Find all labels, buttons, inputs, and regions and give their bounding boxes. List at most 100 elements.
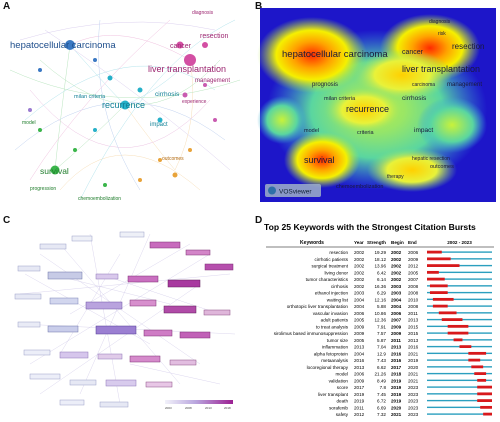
burst-keyword: safety (336, 412, 349, 417)
burst-begin: 2004 (391, 304, 402, 309)
burst-begin: 2009 (391, 331, 402, 336)
burst-strength: 7.45 (377, 392, 386, 397)
density-label-diagnosis: diagnosis (429, 19, 451, 25)
burst-end: 2006 (408, 250, 419, 255)
label-outcomes: outcomes (162, 156, 184, 162)
burst-year: 2019 (354, 399, 365, 404)
burst-keyword: orthotopic liver transplantation (287, 304, 349, 309)
burst-baseline (427, 379, 492, 382)
density-label-risk: risk (438, 31, 446, 37)
density-label-management: management (447, 82, 482, 88)
burst-keyword: sirolimus based immunosuppression (274, 331, 349, 336)
burst-end: 2010 (408, 297, 419, 302)
burst-begin: 2011 (391, 338, 401, 343)
burst-baseline (427, 413, 492, 415)
burst-bar (471, 365, 484, 369)
burst-end: 2008 (408, 291, 419, 296)
density-label-cancer: cancer (402, 49, 424, 56)
panel-d-letter: D (255, 215, 263, 226)
burst-end: 2008 (408, 284, 419, 289)
label-experience: experience (182, 99, 207, 105)
burst-baseline (427, 359, 492, 361)
burst-year: 2009 (354, 324, 365, 329)
burst-year: 2005 (354, 338, 365, 343)
density-label-hcc: hepatocellular carcinoma (282, 49, 388, 60)
label-management: management (195, 78, 230, 84)
burst-begin: 2021 (391, 412, 402, 417)
burst-end: 2021 (408, 378, 419, 383)
label-recurrence: recurrence (102, 100, 145, 110)
burst-bar (447, 324, 469, 328)
burst-begin: 2002 (391, 270, 402, 275)
burst-strength: 7.43 (377, 358, 386, 363)
network-nodes (28, 40, 217, 187)
burst-begin: 2003 (391, 291, 402, 296)
density-map: hepatocellular carcinoma liver transplan… (257, 8, 496, 202)
burst-year: 2009 (354, 378, 365, 383)
burst-bar (453, 338, 463, 342)
burst-strength: 12.16 (375, 297, 387, 302)
burst-begin: 2002 (391, 257, 402, 262)
burst-strength: 12.36 (375, 318, 387, 323)
burst-begin: 2018 (391, 372, 402, 377)
burst-baseline (427, 406, 492, 409)
burst-begin: 2002 (391, 277, 402, 282)
burst-bar (429, 284, 448, 288)
burst-keyword: living donor (325, 270, 349, 275)
panel-d: D (252, 214, 500, 422)
burst-keyword: liver transplant (318, 392, 349, 397)
burst-bar (474, 372, 487, 375)
burst-begin: 2016 (391, 358, 402, 363)
burst-keyword: alpha fetoprotein (314, 351, 349, 356)
burst-baseline (427, 258, 492, 260)
burst-year: 2019 (354, 392, 365, 397)
burst-begin: 2019 (391, 385, 402, 390)
burst-year: 2011 (354, 405, 364, 410)
burst-begin: 2003 (391, 284, 402, 289)
burst-bar (477, 378, 487, 382)
burst-strength: 7.04 (377, 345, 386, 350)
burst-baseline (427, 271, 492, 274)
burst-baseline (427, 305, 492, 307)
burst-bar (429, 291, 448, 294)
burst-bar (459, 345, 472, 348)
burst-strength: 5.88 (377, 304, 386, 309)
burst-bar (468, 358, 481, 362)
burst-begin: 2020 (391, 405, 402, 410)
label-model: model (22, 120, 36, 126)
burst-keyword: locoregional therapy (307, 365, 349, 370)
burst-end: 2023 (408, 392, 419, 397)
burst-strength: 6.62 (377, 365, 386, 370)
burst-strength: 21.26 (375, 372, 387, 377)
network-links (9, 19, 241, 201)
burst-baseline (427, 285, 492, 287)
label-progression: progression (30, 186, 56, 192)
burst-end: 2021 (408, 351, 419, 356)
burst-baseline (427, 298, 492, 301)
burst-keyword: death (337, 399, 349, 404)
burst-bar (432, 304, 448, 308)
burst-end: 2008 (408, 304, 419, 309)
column-header: Keywords (300, 240, 324, 246)
burst-strength: 8.49 (377, 378, 386, 383)
density-label-survival: survival (304, 155, 335, 165)
timeline-tick: 2003 (165, 406, 172, 410)
burst-strength: 6.29 (377, 291, 386, 296)
burst-year: 2002 (354, 270, 365, 275)
label-impact: impact (150, 122, 168, 128)
burst-begin: 2002 (391, 250, 402, 255)
burst-begin: 2004 (391, 297, 402, 302)
density-label-cirrhosis: cirrhosis (402, 95, 427, 102)
label-lt: liver transplantation (148, 64, 226, 74)
burst-bar (447, 331, 469, 335)
density-blobs (257, 14, 487, 192)
burst-keyword: tumor characteristics (306, 277, 349, 282)
overlay-network: 2003 2008 2013 2018 (14, 231, 236, 410)
burst-keyword: adult patients (321, 318, 349, 323)
burst-end: 2013 (408, 318, 419, 323)
timeline-legend: 2003 2008 2013 2018 (165, 400, 233, 410)
burst-end: 2020 (408, 365, 419, 370)
burst-keyword: resection (329, 250, 348, 255)
density-label-hepatic: hepatic resection (412, 156, 450, 162)
vosviewer-label: VOSviewer (279, 189, 312, 196)
